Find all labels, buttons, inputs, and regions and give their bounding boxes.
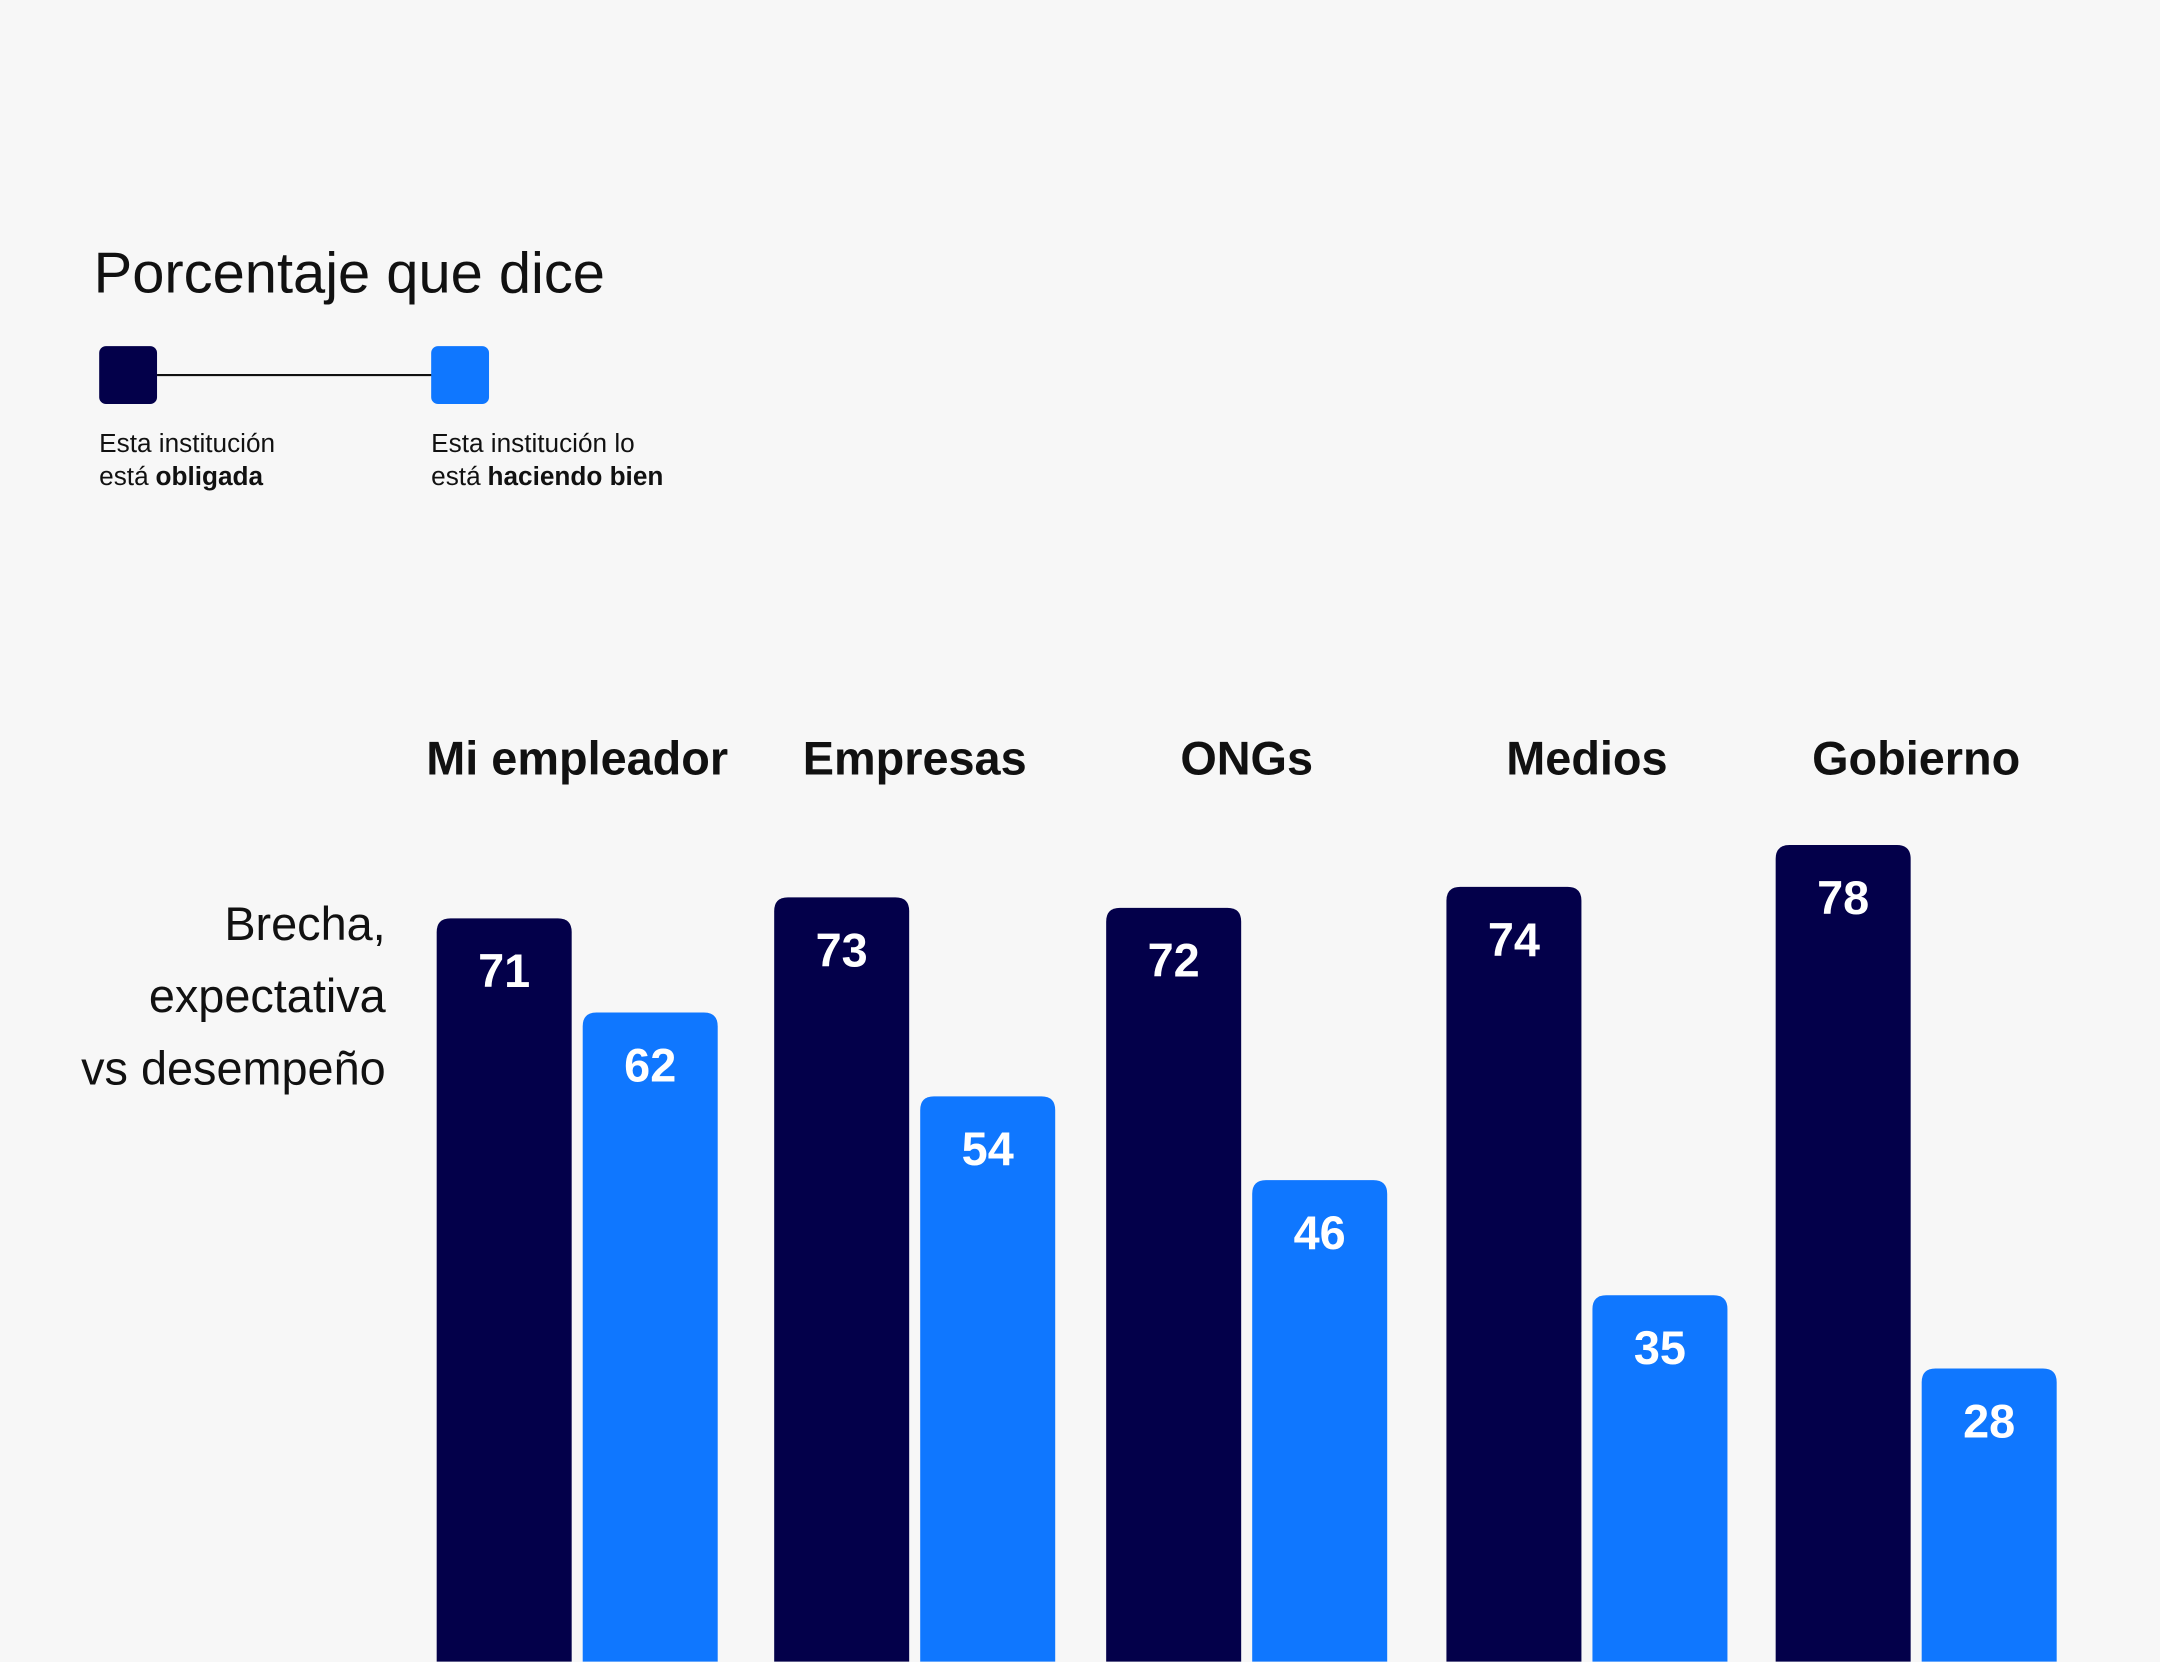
y-axis-label: vs desempeño bbox=[81, 1042, 386, 1094]
value-label: 72 bbox=[1148, 935, 1200, 987]
bar bbox=[436, 918, 572, 1662]
legend-label-prefix: está bbox=[99, 461, 149, 491]
bar bbox=[774, 897, 910, 1662]
legend-label-prefix: está bbox=[431, 461, 481, 491]
bar bbox=[1252, 1180, 1388, 1662]
value-label: 71 bbox=[478, 945, 530, 997]
value-label: 28 bbox=[1963, 1395, 2015, 1447]
value-label: 74 bbox=[1488, 914, 1540, 966]
category-label: Empresas bbox=[803, 733, 1027, 785]
value-label: 73 bbox=[816, 924, 868, 976]
bar bbox=[1106, 907, 1242, 1662]
value-label: 78 bbox=[1817, 872, 1869, 924]
y-axis-label: expectativa bbox=[149, 970, 387, 1022]
legend-label: Esta institución bbox=[99, 428, 275, 458]
bar bbox=[1775, 845, 1911, 1662]
category-label: ONGs bbox=[1180, 733, 1313, 785]
legend-label-emphasis: haciendo bien bbox=[488, 461, 664, 491]
category-label: Mi empleador bbox=[426, 733, 728, 785]
legend-label: Esta institución lo bbox=[431, 428, 635, 458]
chart-title: Porcentaje que dice bbox=[94, 241, 605, 305]
value-label: 35 bbox=[1634, 1322, 1686, 1374]
legend-label: está haciendo bien bbox=[431, 461, 663, 491]
legend-swatch bbox=[431, 346, 490, 404]
bar bbox=[582, 1012, 718, 1662]
bar bbox=[1446, 886, 1582, 1662]
bar bbox=[920, 1096, 1056, 1662]
legend-label: está obligada bbox=[99, 461, 263, 491]
value-label: 54 bbox=[962, 1123, 1014, 1175]
value-label: 62 bbox=[624, 1039, 676, 1091]
category-label: Medios bbox=[1506, 733, 1667, 785]
legend-label-emphasis: obligada bbox=[156, 461, 264, 491]
bar bbox=[1921, 1368, 2057, 1662]
value-label: 46 bbox=[1294, 1207, 1346, 1259]
bar bbox=[1592, 1295, 1728, 1662]
legend-swatch bbox=[99, 346, 158, 404]
category-label: Gobierno bbox=[1812, 733, 2020, 785]
y-axis-label: Brecha, bbox=[224, 898, 385, 950]
